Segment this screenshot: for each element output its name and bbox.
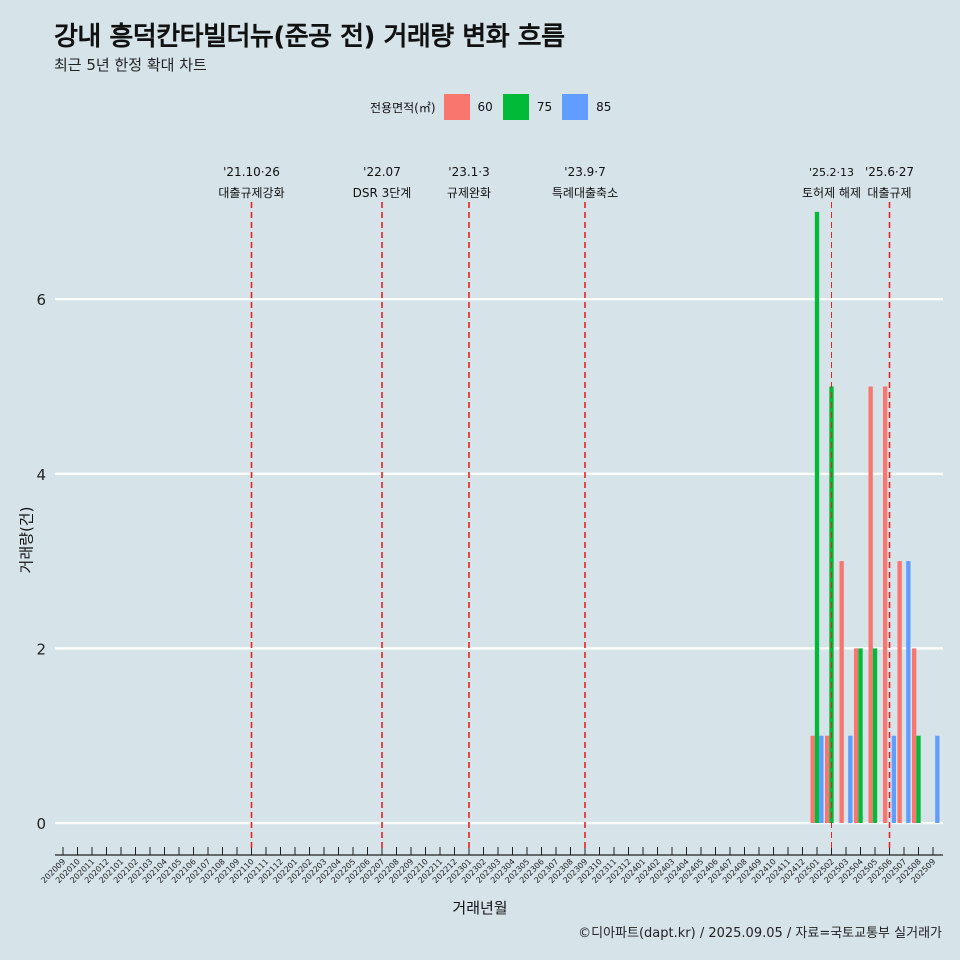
bar-75-202501 (814, 211, 820, 823)
bar-60-202507 (897, 561, 902, 823)
event-label-202207: DSR 3단계 (353, 186, 412, 200)
x-axis-label: 거래년월 (452, 899, 508, 917)
legend-label-75: 75 (536, 100, 553, 114)
event-date-202502: '25.2·13 (809, 166, 854, 179)
legend-item-75: 75 (502, 94, 553, 120)
legend-swatch-75 (502, 94, 529, 120)
event-label-202506: 대출규제 (867, 186, 911, 200)
legend-title: 전용면적(㎡) (370, 100, 436, 115)
event-date-202207: '22.07 (363, 165, 401, 179)
y-tick-label: 0 (36, 815, 46, 833)
legend-swatch-85 (562, 94, 589, 120)
event-label-202309: 특례대출축소 (552, 186, 618, 200)
source-caption: ©디아파트(dapt.kr) / 2025.09.05 / 자료=국토교통부 실… (578, 926, 942, 941)
bar-60-202501 (810, 735, 815, 823)
chart-subtitle: 최근 5년 한정 확대 차트 (54, 56, 207, 74)
event-date-202309: '23.9·7 (564, 165, 605, 179)
event-label-202502: 토허제 해제 (802, 186, 861, 200)
bar-75-202508 (916, 735, 921, 823)
bar-60-202508 (911, 648, 917, 823)
bar-85-202509 (935, 735, 940, 823)
event-label-202110: 대출규제강화 (218, 186, 284, 200)
bar-85-202506 (891, 735, 897, 823)
event-date-202301: '23.1·3 (448, 165, 489, 179)
legend-item-85: 85 (562, 94, 611, 120)
bar-75-202505 (872, 648, 878, 823)
bar-60-202503 (839, 561, 844, 823)
bar-85-202501 (819, 735, 824, 823)
y-tick-label: 2 (36, 640, 46, 658)
bar-60-202502 (824, 735, 830, 823)
event-date-202110: '21.10·26 (223, 165, 280, 179)
bar-60-202506 (882, 386, 888, 823)
event-label-202301: 규제완화 (447, 186, 491, 200)
bar-60-202504 (853, 648, 859, 823)
y-tick-label: 4 (36, 466, 46, 484)
legend-swatch-60 (443, 94, 470, 120)
bar-75-202504 (858, 648, 863, 823)
legend: 전용면적(㎡) 60 75 85 (370, 93, 621, 121)
bar-85-202507 (906, 561, 911, 823)
bar-85-202503 (848, 735, 853, 823)
y-tick-label: 6 (36, 291, 46, 309)
chart-title: 강내 흥덕칸타빌더뉴(준공 전) 거래량 변화 흐름 (54, 22, 565, 52)
legend-label-85: 85 (596, 100, 612, 114)
event-date-202506: '25.6·27 (865, 165, 914, 179)
legend-item-60: 60 (443, 94, 493, 120)
bar-60-202505 (868, 386, 873, 823)
y-axis-label: 거래량(건) (17, 506, 36, 574)
legend-label-60: 60 (477, 100, 493, 114)
